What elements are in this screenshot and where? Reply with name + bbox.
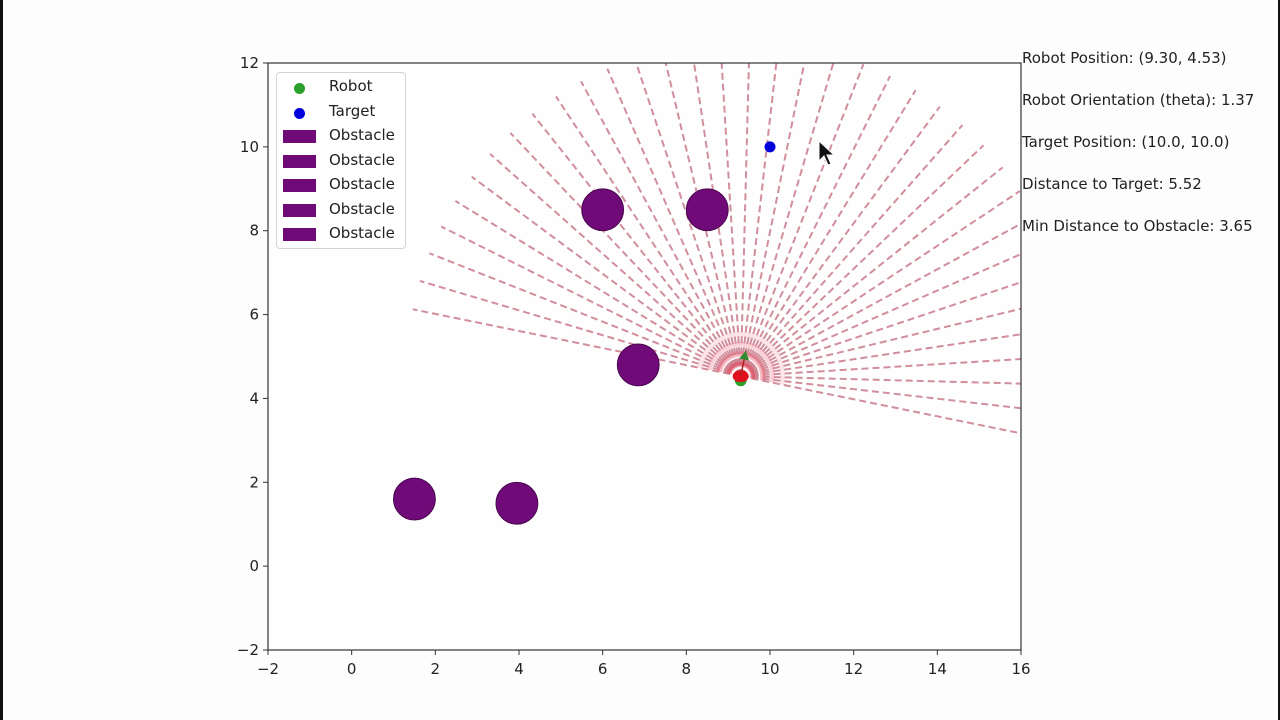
legend-label: Obstacle	[329, 175, 395, 193]
obstacle-patch-icon	[283, 204, 316, 217]
x-tick-label: 12	[844, 660, 863, 678]
legend-item-robot: Robot	[277, 76, 407, 98]
legend-item-obstacle: Obstacle	[277, 223, 407, 245]
x-tick-label: 0	[347, 660, 357, 678]
sensor-ray	[740, 252, 1021, 378]
obstacle-patch-icon	[283, 130, 316, 143]
min-distance-obstacle-text: Min Distance to Obstacle: 3.65	[1022, 217, 1253, 235]
obstacle-circle	[393, 477, 436, 521]
robot-orientation-text: Robot Orientation (theta): 1.37	[1022, 91, 1255, 109]
sensor-ray	[740, 375, 1021, 385]
x-tick-label: 2	[431, 660, 441, 678]
obstacle-circle	[685, 188, 729, 232]
x-tick-label: 4	[514, 660, 524, 678]
robot-marker-icon	[294, 83, 305, 94]
sensor-ray	[509, 132, 742, 377]
sensor-ray	[740, 144, 985, 377]
sensor-ring	[697, 331, 786, 386]
sensor-rays	[412, 63, 1021, 435]
robot-position-text: Robot Position: (9.30, 4.53)	[1022, 49, 1227, 67]
y-tick-label: 12	[240, 54, 259, 72]
obstacle-patch-icon	[283, 155, 316, 168]
sensor-ray	[740, 222, 1021, 378]
target-marker-icon	[294, 108, 305, 119]
distance-to-target-text: Distance to Target: 5.52	[1022, 175, 1202, 193]
sensor-ray	[739, 63, 806, 377]
obstacle-patch-icon	[283, 228, 316, 241]
sensor-ray	[740, 281, 1021, 378]
obstacle-circle	[616, 343, 660, 387]
sensor-ray	[740, 190, 1021, 378]
sensor-ray	[739, 63, 835, 377]
window-edge-right	[1278, 0, 1280, 720]
sensor-ray	[739, 63, 750, 377]
legend-label: Obstacle	[329, 151, 395, 169]
x-tick-label: 10	[760, 660, 779, 678]
legend-label: Robot	[329, 77, 373, 95]
legend-item-obstacle: Obstacle	[277, 125, 407, 147]
x-tick-label: 6	[598, 660, 608, 678]
x-tick-label: 16	[1011, 660, 1030, 678]
window-edge-left	[0, 0, 3, 720]
legend-label: Obstacle	[329, 224, 395, 242]
obstacle-patch-icon	[283, 179, 316, 192]
sensor-ray	[531, 113, 742, 377]
y-axis: −2 0 2 4 6 8 10 12	[237, 54, 268, 659]
sensor-ray	[740, 375, 1021, 435]
sensor-ring	[706, 341, 776, 384]
sensor-ray	[720, 63, 742, 377]
sensor-ray	[412, 308, 741, 378]
legend-label: Obstacle	[329, 126, 395, 144]
legend: Robot Target Obstacle Obstacle Obstacle …	[276, 72, 406, 249]
target-position-text: Target Position: (10.0, 10.0)	[1022, 133, 1230, 151]
sensor-ray	[428, 252, 742, 378]
legend-item-target: Target	[277, 101, 407, 123]
sensor-ray	[454, 200, 742, 378]
obstacle-circle	[495, 481, 539, 525]
sensor-ray	[555, 95, 742, 377]
sensor-ray	[471, 175, 742, 378]
sensor-ray	[740, 307, 1021, 378]
sensor-ray	[606, 68, 742, 377]
sensor-ray	[739, 75, 891, 377]
sensor-ray	[419, 279, 742, 378]
sensor-ray	[739, 89, 917, 377]
sensor-ray	[489, 153, 742, 377]
x-tick-label: −2	[257, 660, 279, 678]
sensor-ray	[580, 80, 742, 377]
sensor-ray	[739, 124, 964, 377]
legend-item-obstacle: Obstacle	[277, 199, 407, 221]
y-tick-label: 0	[249, 557, 259, 575]
sensor-ray	[740, 333, 1021, 378]
mouse-pointer-icon	[818, 140, 836, 166]
sensor-ray	[740, 358, 1021, 378]
y-tick-label: 8	[249, 222, 259, 240]
sensor-ray	[740, 375, 1021, 410]
target-marker	[764, 141, 776, 153]
legend-label: Obstacle	[329, 200, 395, 218]
legend-label: Target	[329, 102, 376, 120]
x-axis: −2 0 2 4 6 8 10 12 14 16	[257, 650, 1031, 678]
y-tick-label: 4	[249, 389, 259, 407]
legend-item-obstacle: Obstacle	[277, 174, 407, 196]
sensor-ray	[440, 225, 742, 378]
y-tick-label: −2	[237, 641, 259, 659]
markers	[732, 141, 776, 387]
y-tick-label: 6	[249, 306, 259, 324]
heading-arrow-icon	[739, 350, 750, 361]
y-tick-label: 10	[240, 138, 259, 156]
y-tick-label: 2	[249, 473, 259, 491]
sensor-ray	[739, 63, 778, 377]
x-tick-label: 8	[682, 660, 692, 678]
obstacles	[393, 188, 729, 525]
sensor-ray	[739, 105, 941, 377]
sensor-ray	[740, 166, 1004, 377]
x-tick-label: 14	[928, 660, 947, 678]
sensor-ray	[739, 63, 865, 377]
legend-item-obstacle: Obstacle	[277, 150, 407, 172]
obstacle-circle	[581, 188, 625, 232]
axes-frame	[267, 62, 1022, 651]
